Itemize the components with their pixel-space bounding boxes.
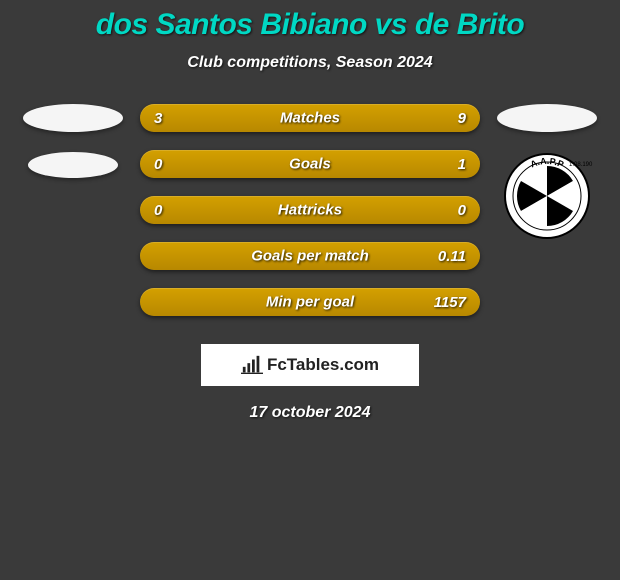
stat-right-value: 0.11 bbox=[438, 248, 466, 265]
stats-area: 3 Matches 9 0 Goals 1 0 Hattricks 0 Goal… bbox=[0, 104, 620, 316]
stat-right-value: 1157 bbox=[434, 294, 466, 311]
stat-bars: 3 Matches 9 0 Goals 1 0 Hattricks 0 Goal… bbox=[140, 104, 480, 316]
comparison-card: dos Santos Bibiano vs de Brito Club comp… bbox=[0, 0, 620, 422]
stat-bar-goals-per-match: Goals per match 0.11 bbox=[140, 242, 480, 270]
brand-text: FcTables.com bbox=[267, 355, 379, 375]
stat-label: Goals per match bbox=[251, 248, 369, 265]
brand-watermark[interactable]: FcTables.com bbox=[201, 344, 419, 386]
subtitle: Club competitions, Season 2024 bbox=[0, 54, 620, 72]
ponte-preta-crest-icon: A.A.P.P 1.08.190 bbox=[497, 152, 597, 240]
stat-right-value: 9 bbox=[458, 110, 466, 127]
stat-label: Goals bbox=[289, 156, 331, 173]
stat-bar-hattricks: 0 Hattricks 0 bbox=[140, 196, 480, 224]
stat-left-value: 0 bbox=[154, 202, 162, 219]
right-team-col: A.A.P.P 1.08.190 bbox=[492, 104, 602, 240]
left-player-photo-placeholder bbox=[23, 104, 123, 132]
stat-right-value: 0 bbox=[458, 202, 466, 219]
stat-left-value: 3 bbox=[154, 110, 162, 127]
team-crest: A.A.P.P 1.08.190 bbox=[497, 152, 597, 240]
date-label: 17 october 2024 bbox=[0, 404, 620, 422]
svg-text:1.08.190: 1.08.190 bbox=[569, 162, 593, 168]
left-team-col bbox=[18, 104, 128, 178]
stat-right-value: 1 bbox=[458, 156, 466, 173]
stat-label: Min per goal bbox=[266, 294, 354, 311]
stat-label: Hattricks bbox=[278, 202, 342, 219]
stat-label: Matches bbox=[280, 110, 340, 127]
right-player-photo-placeholder bbox=[497, 104, 597, 132]
page-title: dos Santos Bibiano vs de Brito bbox=[0, 8, 620, 42]
stat-left-value: 0 bbox=[154, 156, 162, 173]
bar-chart-icon bbox=[241, 354, 263, 376]
stat-bar-min-per-goal: Min per goal 1157 bbox=[140, 288, 480, 316]
stat-bar-matches: 3 Matches 9 bbox=[140, 104, 480, 132]
stat-bar-goals: 0 Goals 1 bbox=[140, 150, 480, 178]
left-player-photo-placeholder-2 bbox=[28, 152, 118, 178]
